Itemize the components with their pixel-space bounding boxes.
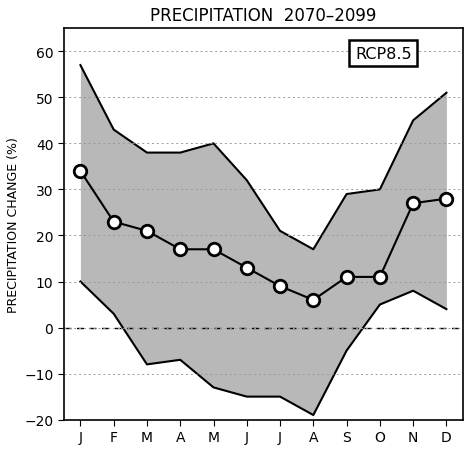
Y-axis label: PRECIPITATION CHANGE (%): PRECIPITATION CHANGE (%) — [7, 137, 20, 312]
Title: PRECIPITATION  2070–2099: PRECIPITATION 2070–2099 — [150, 7, 376, 25]
Text: RCP8.5: RCP8.5 — [355, 47, 412, 62]
